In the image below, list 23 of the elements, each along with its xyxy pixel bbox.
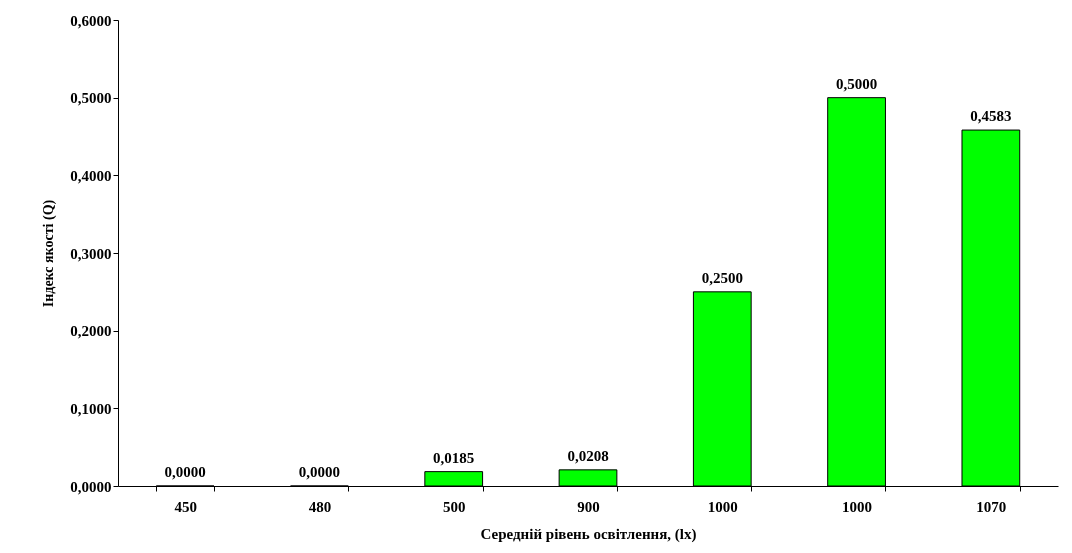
x-tick-label: 450 [174,498,197,515]
y-tick-label: 0,6000 [70,12,112,29]
x-tick-label: 500 [442,498,466,515]
x-tick-label: 1000 [707,498,738,515]
data-label: 0,0208 [567,447,609,464]
y-tick-label: 0,4000 [70,167,112,184]
y-tick-label: 0,0000 [70,478,112,495]
y-axis-title: Індекс якості (Q) [41,199,58,308]
data-label: 0,0000 [298,464,341,480]
x-tick-label: 1000 [842,498,873,515]
y-tick-label: 0,5000 [70,90,112,107]
data-label: 0,4583 [970,108,1012,125]
y-tick-label: 0,2000 [70,323,112,340]
x-axis-title: Середній рівень освітлення, (lx) [480,525,697,543]
y-tick-label: 0,1000 [70,400,112,417]
data-label: 0,0185 [433,449,475,466]
data-label: 0,0000 [164,464,206,480]
y-tick-label: 0,3000 [70,245,112,262]
x-tick-label: 480 [308,498,332,515]
data-label: 0,5000 [835,75,878,92]
x-tick-label: 900 [577,498,600,515]
x-tick-label: 1070 [976,498,1007,515]
data-label: 0,2500 [701,269,743,286]
